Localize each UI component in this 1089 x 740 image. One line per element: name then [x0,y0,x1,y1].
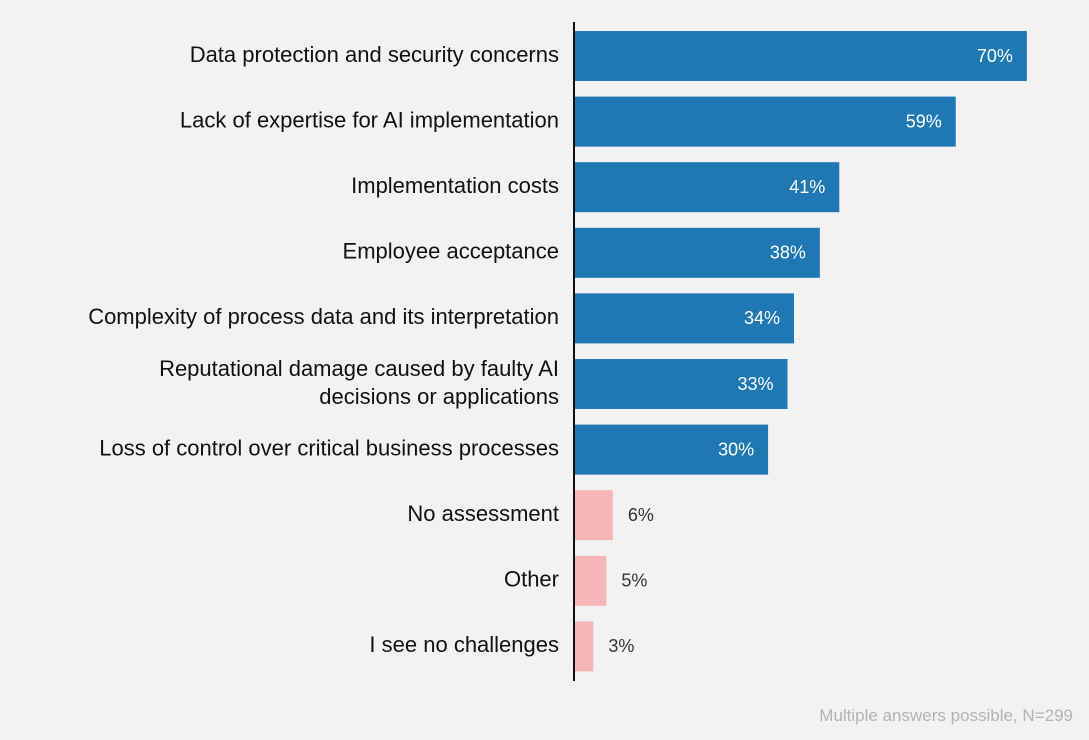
category-label-1: Lack of expertise for AI implementation [180,107,559,132]
value-label-7: 6% [628,505,654,525]
category-label-3: Employee acceptance [343,239,559,264]
category-label-5-line-1: decisions or applications [319,384,559,409]
category-label-2: Implementation costs [351,173,559,198]
value-label-2: 41% [789,177,825,197]
category-label-0: Data protection and security concerns [190,42,559,67]
category-label-4: Complexity of process data and its inter… [88,304,559,329]
bar-4 [574,293,794,344]
bar-9 [574,621,594,672]
bars-group [574,31,1027,672]
value-label-8: 5% [621,571,647,591]
category-label-7: No assessment [407,501,559,526]
bar-6 [574,424,769,475]
value-label-4: 34% [744,308,780,328]
bar-8 [574,555,607,606]
bar-3 [574,227,820,278]
category-label-6: Loss of control over critical business p… [99,435,559,460]
bar-0 [574,31,1027,81]
value-label-9: 3% [608,636,634,656]
value-label-0: 70% [977,46,1013,66]
category-label-5-line-0: Reputational damage caused by faulty AI [159,356,559,381]
footnote: Multiple answers possible, N=299 [819,706,1073,725]
value-label-1: 59% [906,111,942,131]
bar-1 [574,96,956,147]
value-label-6: 30% [718,439,754,459]
value-label-5: 33% [737,374,773,394]
bar-5 [574,359,788,409]
category-label-8: Other [504,567,559,592]
bar-2 [574,162,840,213]
category-labels-group: Data protection and security concerns Lac… [88,42,559,657]
value-label-3: 38% [770,243,806,263]
bar-7 [574,490,613,541]
value-labels-group: 70% 59% 41% 38% 34% 33% 30% 6% 5% 3% [608,46,1012,656]
category-label-9: I see no challenges [369,632,559,657]
